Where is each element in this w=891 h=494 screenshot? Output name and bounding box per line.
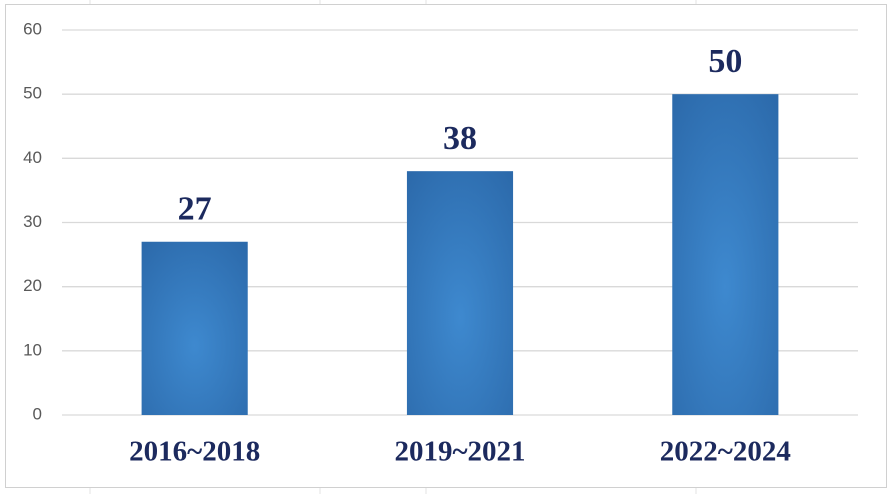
y-tick-label: 10: [23, 340, 42, 359]
y-tick-label: 40: [23, 148, 42, 167]
y-tick-label: 30: [23, 212, 42, 231]
data-label: 50: [708, 43, 742, 80]
y-tick-label: 20: [23, 276, 42, 295]
x-tick-label: 2019~2021: [394, 436, 525, 468]
y-tick-label: 50: [23, 84, 42, 103]
bar: [141, 241, 248, 415]
data-label: 38: [443, 120, 477, 157]
data-label: 27: [178, 191, 212, 228]
y-tick-label: 0: [33, 404, 42, 423]
bar: [672, 94, 779, 416]
x-tick-label: 2022~2024: [660, 436, 791, 468]
bar: [406, 171, 514, 415]
y-tick-label: 60: [23, 19, 42, 38]
x-tick-label: 2016~2018: [129, 436, 260, 468]
sheet-grid: [89, 0, 697, 494]
